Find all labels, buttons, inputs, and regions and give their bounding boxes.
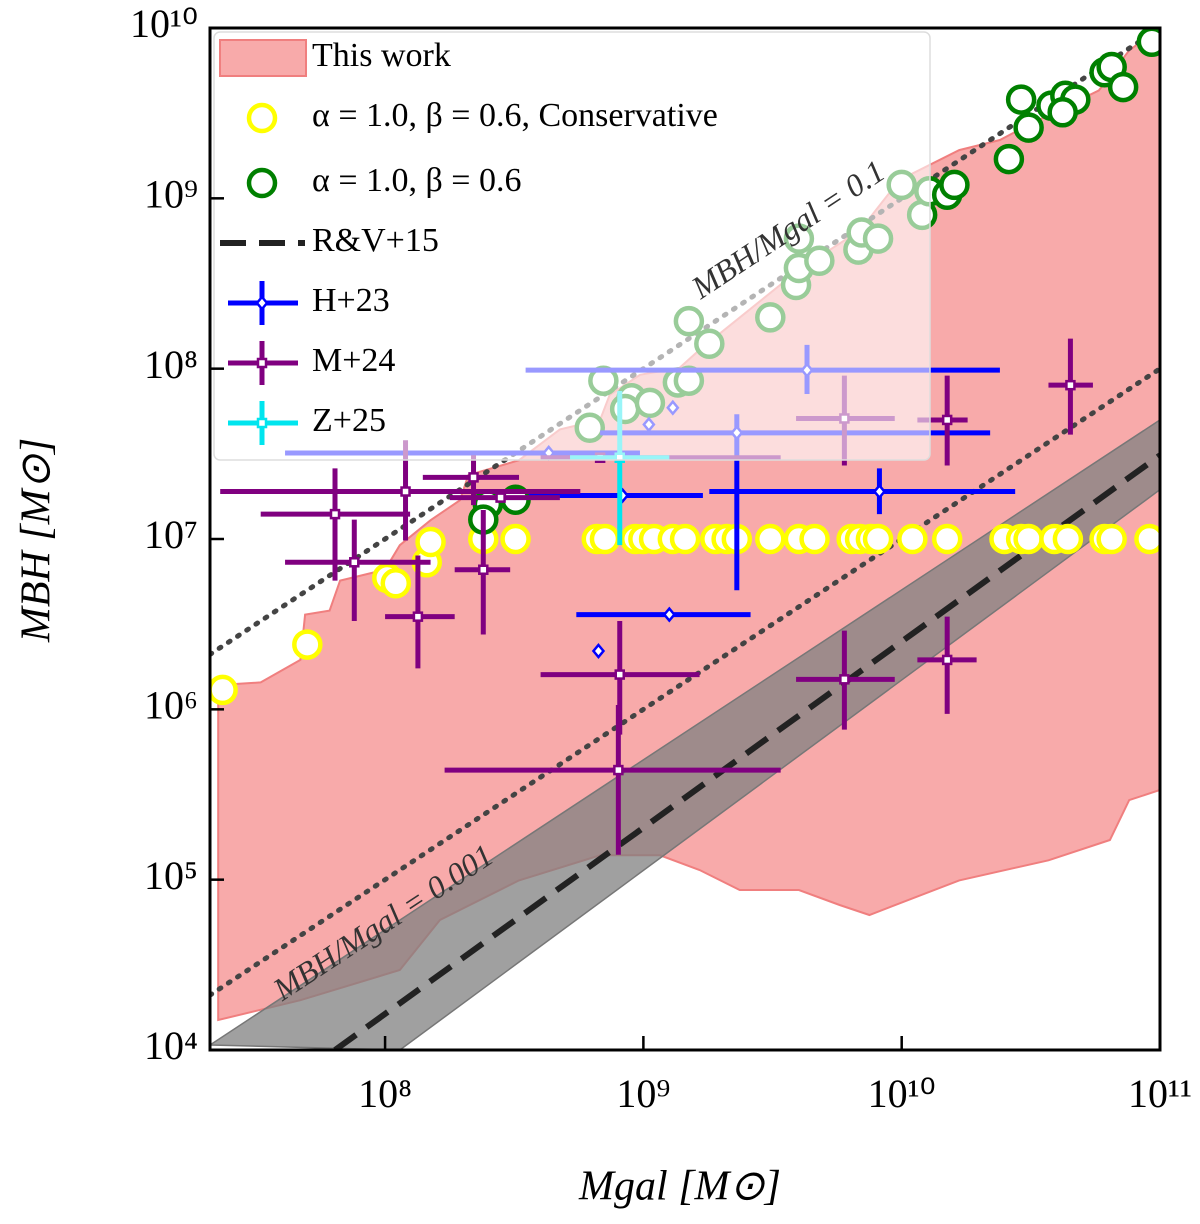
point — [380, 567, 412, 599]
point — [412, 611, 424, 622]
point — [495, 492, 506, 503]
x-tick-label: 10⁹ — [616, 1071, 670, 1116]
x-tick-label: 10⁸ — [358, 1071, 412, 1116]
y-tick-label: 10⁵ — [144, 853, 198, 898]
legend-swatch — [219, 39, 307, 77]
point — [872, 483, 887, 500]
point — [415, 526, 446, 558]
point — [941, 414, 953, 426]
legend-label: Z+25 — [312, 402, 386, 439]
legend-label: α = 1.0, β = 0.6 — [312, 162, 521, 199]
legend-label: M+24 — [312, 342, 395, 379]
legend-label: R&V+15 — [312, 222, 439, 259]
point — [210, 674, 238, 706]
legend-marker — [246, 167, 278, 199]
point — [1065, 379, 1076, 391]
ratio-line — [210, 366, 1160, 998]
point — [1047, 97, 1078, 128]
x-axis-label: Mgal [M⊙] — [578, 1164, 781, 1210]
y-tick-label: 10⁹ — [144, 172, 198, 217]
point — [468, 472, 479, 483]
point — [614, 669, 625, 680]
relation-line — [333, 452, 1160, 1050]
point — [897, 523, 928, 555]
point — [589, 523, 621, 555]
point — [669, 523, 701, 555]
point — [1013, 523, 1044, 555]
legend-label: H+23 — [312, 282, 390, 319]
point — [939, 169, 970, 201]
point — [256, 357, 268, 369]
point — [613, 764, 624, 776]
point — [1134, 523, 1160, 555]
y-axis-label: MBH [M⊙] — [14, 438, 60, 643]
point — [1005, 84, 1037, 115]
x-tick-label: 10¹¹ — [1128, 1071, 1192, 1116]
x-tick-label: 10¹⁰ — [868, 1071, 936, 1116]
point — [292, 629, 323, 660]
point — [1052, 523, 1084, 555]
point — [941, 654, 953, 666]
point — [755, 523, 786, 555]
y-tick-label: 10⁶ — [144, 683, 198, 728]
point — [500, 523, 531, 555]
point — [255, 295, 269, 311]
point — [1096, 523, 1127, 555]
point — [799, 523, 830, 555]
y-tick-label: 10¹⁰ — [130, 1, 198, 46]
legend: This work α = 1.0, β = 0.6, Conservative α… — [213, 31, 931, 461]
ratio-line — [210, 28, 1160, 657]
point — [256, 417, 268, 429]
point — [349, 557, 360, 568]
y-tick-label: 10⁴ — [144, 1023, 198, 1068]
y-tick-label: 10⁷ — [144, 512, 198, 557]
point — [400, 486, 411, 497]
point — [993, 143, 1025, 175]
point — [862, 523, 894, 555]
point — [1107, 71, 1139, 103]
point — [931, 523, 963, 555]
legend-marker — [246, 102, 278, 134]
point — [591, 643, 606, 659]
legend-label: α = 1.0, β = 0.6, Conservative — [312, 97, 718, 134]
legend-box — [213, 31, 931, 461]
legend-label: This work — [312, 37, 451, 74]
y-tick-label: 10⁸ — [144, 342, 198, 387]
point — [1013, 112, 1044, 143]
point — [478, 564, 489, 575]
point — [839, 674, 850, 685]
point — [662, 606, 676, 623]
point — [329, 508, 341, 520]
